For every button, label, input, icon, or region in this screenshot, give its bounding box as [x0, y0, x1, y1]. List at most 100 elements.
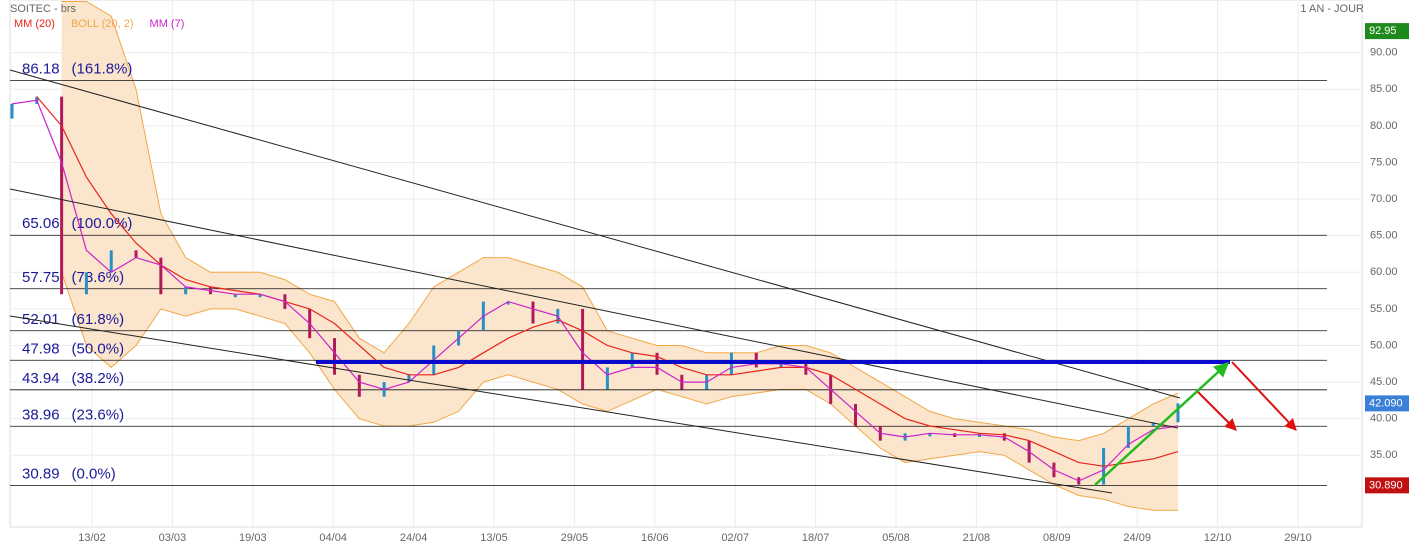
up-arrow	[1094, 361, 1230, 486]
price-bar	[333, 338, 337, 375]
x-tick-label: 13/02	[78, 532, 106, 544]
price-bar	[853, 404, 857, 426]
fib-value: 38.96	[22, 406, 60, 423]
price-bar	[1151, 422, 1155, 426]
bollinger-lower	[61, 272, 1178, 511]
fib-ratio: (23.6%)	[72, 406, 125, 423]
price-bar	[357, 374, 361, 397]
fib-label: 38.96 (23.6%)	[22, 406, 124, 423]
price-bar	[159, 257, 163, 295]
y-tick-label: 55.00	[1370, 303, 1398, 315]
x-tick-label: 21/08	[963, 532, 991, 544]
fib-label: 47.98 (50.0%)	[22, 340, 124, 357]
x-tick-label: 05/08	[882, 532, 910, 544]
fib-label: 52.01 (61.8%)	[22, 311, 124, 328]
price-tag-label: 42.090	[1369, 397, 1403, 409]
legend-entry: MM (7)	[150, 18, 185, 30]
fib-ratio: (161.8%)	[72, 61, 133, 78]
legend-entry: BOLL (20, 2)	[71, 18, 134, 30]
bollinger-band	[61, 1, 1179, 511]
bollinger-upper	[61, 1, 1179, 442]
price-tag	[1365, 477, 1409, 494]
fib-value: 47.98	[22, 340, 60, 357]
price-bar	[407, 374, 411, 383]
fib-value: 30.89	[22, 465, 60, 482]
price-bar	[581, 308, 585, 390]
price-tag	[1365, 23, 1409, 40]
y-tick-label: 85.00	[1370, 83, 1398, 95]
fib-value: 52.01	[22, 311, 60, 328]
price-bar	[109, 250, 113, 273]
price-bar	[60, 96, 64, 295]
y-tick-label: 65.00	[1370, 230, 1398, 242]
y-tick-label: 90.00	[1370, 47, 1398, 59]
fib-label: 86.18 (161.8%)	[22, 61, 132, 78]
fib-ratio: (78.6%)	[72, 269, 125, 286]
price-tag-label: 92.95	[1369, 25, 1397, 37]
price-bar	[531, 301, 535, 324]
period: 1 AN - JOUR	[1300, 3, 1364, 15]
y-tick-label: 45.00	[1370, 376, 1398, 388]
drawings	[9, 69, 1297, 494]
down-arrow	[1231, 361, 1297, 431]
price-bar	[928, 433, 932, 437]
fib-ratio: (0.0%)	[72, 465, 116, 482]
down-arrow	[1197, 391, 1237, 431]
y-tick-label: 60.00	[1370, 266, 1398, 278]
y-tick-label: 40.00	[1370, 413, 1398, 425]
fib-value: 57.75	[22, 269, 60, 286]
price-bar	[258, 294, 262, 298]
y-tick-label: 35.00	[1370, 449, 1398, 461]
price-tags: 92.95 42.090 30.890	[1365, 23, 1409, 494]
fib-value: 86.18	[22, 61, 60, 78]
price-tag-label: 30.890	[1369, 479, 1403, 491]
x-tick-label: 04/04	[319, 532, 347, 544]
price-bar	[1126, 425, 1130, 448]
fibonacci-levels: 86.18 (161.8%) 65.06 (100.0%) 57.75 (78.6%) 52…	[10, 61, 1327, 486]
y-tick-label: 75.00	[1370, 156, 1398, 168]
fib-value: 43.94	[22, 370, 60, 387]
fib-label: 30.89 (0.0%)	[22, 465, 116, 482]
plot-frame	[9, 0, 1363, 528]
fib-ratio: (38.2%)	[72, 370, 125, 387]
price-bar	[605, 367, 609, 390]
fib-value: 65.06	[22, 215, 60, 232]
trend-line	[9, 69, 1181, 399]
moving-average	[36, 96, 1179, 467]
x-tick-label: 16/06	[641, 532, 669, 544]
x-tick-label: 19/03	[239, 532, 267, 544]
price-tag	[1365, 395, 1409, 412]
y-tick-label: 70.00	[1370, 193, 1398, 205]
fib-ratio: (100.0%)	[72, 215, 133, 232]
x-tick-label: 13/05	[480, 532, 508, 544]
x-tick-label: 03/03	[159, 532, 187, 544]
price-bar	[506, 301, 510, 305]
x-tick-label: 12/10	[1204, 532, 1232, 544]
chart-title: SOITEC - brs	[10, 3, 77, 15]
fib-label: 65.06 (100.0%)	[22, 215, 132, 232]
fib-ratio: (61.8%)	[72, 311, 125, 328]
trend-line	[9, 188, 1179, 429]
x-tick-label: 08/09	[1043, 532, 1071, 544]
x-tick-label: 29/10	[1284, 532, 1312, 544]
y-tick-label: 80.00	[1370, 120, 1398, 132]
x-tick-label: 24/04	[400, 532, 428, 544]
price-bar	[1176, 403, 1180, 423]
price-bar	[10, 103, 14, 119]
fib-ratio: (50.0%)	[72, 340, 125, 357]
trend-line	[9, 315, 1113, 494]
price-bar	[233, 294, 237, 298]
legend-entry: MM (20)	[14, 18, 55, 30]
x-tick-label: 24/09	[1123, 532, 1151, 544]
price-bar	[184, 286, 188, 295]
fib-label: 57.75 (78.6%)	[22, 269, 124, 286]
fib-label: 43.94 (38.2%)	[22, 370, 124, 387]
price-bar	[84, 272, 88, 295]
y-tick-label: 50.00	[1370, 339, 1398, 351]
bollinger-fill	[61, 1, 1178, 511]
x-tick-label: 02/07	[721, 532, 749, 544]
price-bar	[134, 250, 138, 258]
x-tick-label: 29/05	[561, 532, 589, 544]
x-tick-label: 18/07	[802, 532, 830, 544]
